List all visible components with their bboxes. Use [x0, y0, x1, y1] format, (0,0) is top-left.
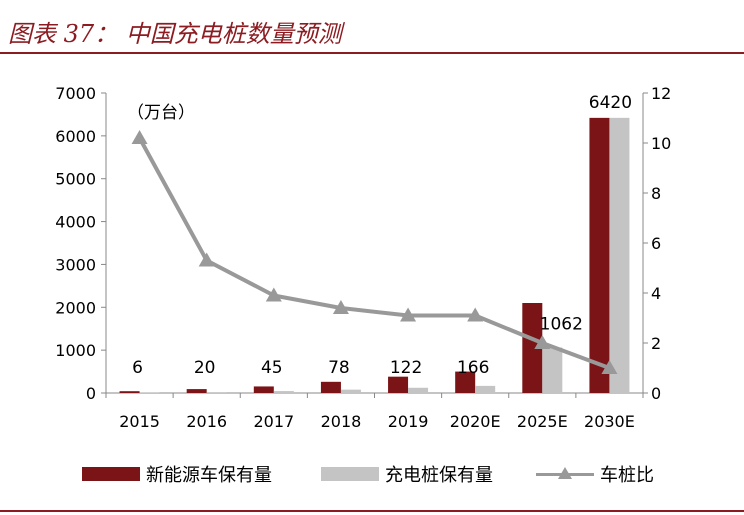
x-tick-label: 2030E: [584, 412, 635, 431]
y-tick-label-right: 12: [651, 84, 671, 103]
title-divider: [0, 52, 744, 54]
x-tick-label: 2018: [321, 412, 362, 431]
data-label-2017: 45: [261, 358, 283, 378]
y-tick-label-right: 2: [651, 334, 661, 353]
figure-title: 图表 37： 中国充电桩数量预测: [8, 20, 342, 48]
ratio-point-2018: [332, 300, 349, 314]
bar-charger-2020E: [475, 385, 496, 393]
bar-charger-2030E: [609, 117, 630, 393]
bar-ev-2020E: [455, 371, 476, 393]
data-label-2015: 6: [132, 358, 143, 378]
legend: 新能源车保有量 充电桩保有量 车桩比: [0, 461, 744, 487]
bar-charger-2017: [273, 391, 294, 393]
x-tick-label: 2017: [253, 412, 294, 431]
bar-ev-2030E: [589, 117, 610, 393]
bar-ev-2019: [388, 376, 409, 393]
ratio-point-2025E: [534, 335, 551, 349]
legend-item-charger: 充电桩保有量: [321, 461, 493, 487]
legend-swatch-ev: [82, 467, 140, 481]
x-tick-label: 2020E: [450, 412, 501, 431]
y-tick-label-right: 8: [651, 184, 661, 203]
y-tick-label-left: 6000: [55, 127, 96, 146]
legend-label-ev: 新能源车保有量: [146, 465, 272, 486]
x-tick-label: 2019: [388, 412, 429, 431]
y-tick-label-right: 4: [651, 284, 661, 303]
data-label-2016: 20: [194, 358, 216, 378]
legend-item-ratio: 车桩比: [536, 461, 654, 487]
bar-charger-2019: [408, 387, 429, 393]
y-tick-label-left: 1000: [55, 341, 96, 360]
legend-swatch-ratio: [536, 467, 594, 481]
bar-ev-2018: [320, 381, 341, 393]
data-label-2025E: 1062: [540, 314, 583, 334]
bar-charger-2016: [206, 392, 227, 393]
bar-ev-2025E: [522, 303, 543, 393]
ratio-point-2020E: [467, 307, 484, 322]
ratio-point-2017: [265, 287, 282, 302]
y-tick-label-left: 5000: [55, 170, 96, 189]
ratio-point-2019: [400, 307, 417, 322]
x-tick-label: 2016: [186, 412, 227, 431]
data-label-2030E: 6420: [589, 93, 632, 113]
ratio-line: [137, 137, 611, 370]
y-tick-label-left: 0: [86, 384, 96, 403]
bar-ev-2015: [119, 391, 140, 393]
y-tick-label-left: 7000: [55, 84, 96, 103]
y-tick-label-right: 6: [651, 234, 661, 253]
legend-swatch-charger: [321, 467, 379, 481]
bar-ev-2016: [186, 389, 207, 393]
ratio-point-2015: [131, 130, 148, 144]
y-tick-label-right: 0: [651, 384, 661, 403]
data-label-2019: 122: [390, 358, 422, 378]
bar-charger-2025E: [542, 347, 563, 393]
bar-ev-2017: [253, 386, 274, 393]
bar-charger-2018: [340, 389, 361, 393]
y-tick-label-left: 4000: [55, 213, 96, 232]
data-label-2018: 78: [328, 358, 350, 378]
legend-item-ev: 新能源车保有量: [82, 461, 272, 487]
bottom-divider: [0, 510, 744, 512]
legend-label-charger: 充电桩保有量: [385, 465, 493, 486]
data-label-2020E: 166: [457, 358, 489, 378]
y-tick-label-left: 3000: [55, 255, 96, 274]
ratio-point-2016: [198, 252, 215, 267]
y-tick-label-right: 10: [651, 134, 671, 153]
y-tick-label-left: 2000: [55, 298, 96, 317]
x-tick-label: 2025E: [517, 412, 568, 431]
unit-label: （万台）: [127, 103, 195, 123]
legend-label-ratio: 车桩比: [600, 465, 654, 486]
ratio-point-2030E: [601, 360, 618, 374]
x-tick-label: 2015: [119, 412, 160, 431]
